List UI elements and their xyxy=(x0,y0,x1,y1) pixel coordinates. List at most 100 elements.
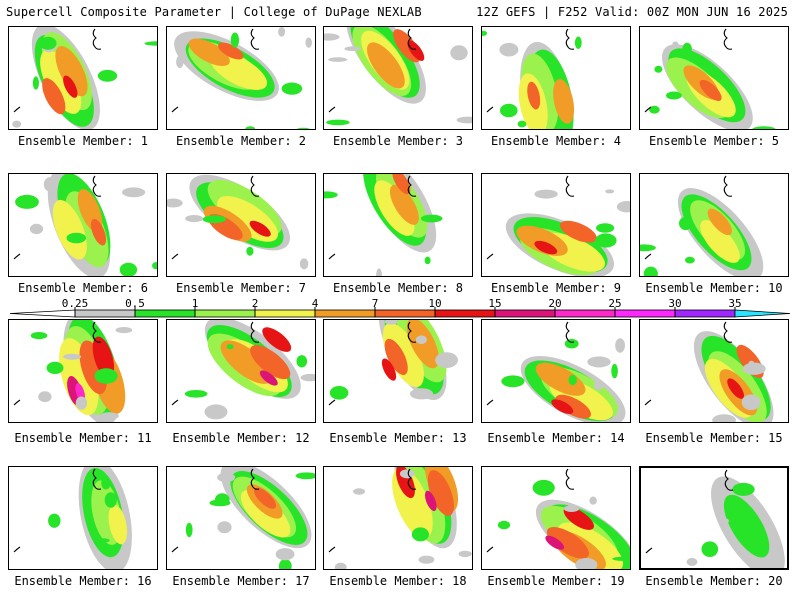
scp-contour-fill xyxy=(424,256,431,265)
ensemble-member-label: Ensemble Member: 18 xyxy=(329,574,467,588)
scp-contour-fill xyxy=(250,345,291,380)
ensemble-member-label: Ensemble Member: 9 xyxy=(490,281,622,295)
scp-contour-fill xyxy=(296,355,308,368)
scp-contour-fill xyxy=(299,258,309,270)
ensemble-member-label: Ensemble Member: 11 xyxy=(14,431,152,445)
ensemble-member-label: Ensemble Member: 7 xyxy=(175,281,307,295)
scp-field xyxy=(171,27,312,129)
scp-contour-fill xyxy=(94,368,118,384)
scp-contour-fill xyxy=(245,126,256,129)
scp-field xyxy=(640,175,764,276)
colorbar-tick-label: 0.5 xyxy=(125,297,145,310)
scp-contour-fill xyxy=(295,472,315,480)
scp-contour-fill xyxy=(589,496,597,505)
coastline xyxy=(171,468,260,553)
coastline xyxy=(486,321,575,406)
scp-contour-fill xyxy=(188,38,230,66)
coastline xyxy=(644,321,733,406)
coastline xyxy=(13,321,102,406)
scp-contour-fill xyxy=(305,37,312,48)
scp-contour-fill xyxy=(685,256,695,264)
ensemble-member-label: Ensemble Member: 12 xyxy=(172,431,310,445)
scp-contour-fill xyxy=(101,476,111,490)
scp-contour-fill xyxy=(184,390,208,398)
scp-field xyxy=(644,28,776,129)
scp-contour-fill xyxy=(596,223,615,233)
colorbar-bin xyxy=(314,309,376,318)
scp-contour-fill xyxy=(415,335,427,344)
map-title: Supercell Composite Parameter | College … xyxy=(6,5,422,19)
scp-field xyxy=(645,469,785,568)
scp-contour-fill xyxy=(384,320,398,325)
scp-field xyxy=(486,321,626,422)
coastline xyxy=(328,321,417,406)
coastline xyxy=(171,321,260,406)
coastline xyxy=(13,468,102,553)
colorbar-tick-label: 7 xyxy=(371,297,379,310)
scp-contour-fill xyxy=(389,184,419,225)
ensemble-member-label: Ensemble Member: 19 xyxy=(487,574,625,588)
scp-contour-fill xyxy=(300,373,315,382)
scp-contour-fill xyxy=(752,126,776,129)
scp-contour-fill xyxy=(104,492,117,508)
scp-field xyxy=(486,175,630,276)
scp-contour-fill xyxy=(324,33,340,41)
scp-contour-fill xyxy=(616,201,630,213)
scp-contour-fill xyxy=(15,194,39,209)
scp-contour-fill xyxy=(551,399,574,414)
scp-contour-fill xyxy=(167,198,183,208)
scp-field xyxy=(644,321,774,422)
scp-contour-fill xyxy=(376,268,382,276)
scp-contour-fill xyxy=(115,327,133,334)
colorbar-bin xyxy=(434,309,496,318)
scp-field xyxy=(13,320,133,422)
colorbar-tick-label: 25 xyxy=(608,297,622,310)
scp-contour-fill xyxy=(64,191,109,268)
scp-contour-fill xyxy=(532,479,555,496)
coastline xyxy=(328,468,417,553)
scp-contour-fill xyxy=(326,119,350,126)
scp-contour-fill xyxy=(594,379,603,391)
scp-contour-fill xyxy=(63,353,82,360)
scp-contour-fill xyxy=(399,469,415,479)
ensemble-member-label: Ensemble Member: 6 xyxy=(17,281,149,295)
scp-contour-fill xyxy=(407,40,425,61)
scp-field xyxy=(12,27,157,129)
scp-contour-fill xyxy=(545,535,565,550)
coastline xyxy=(644,28,733,113)
colorbar-bin xyxy=(494,309,556,318)
scp-contour-fill xyxy=(230,32,240,48)
colorbar-legend xyxy=(10,307,790,318)
ensemble-member-map xyxy=(639,26,789,130)
scp-field xyxy=(171,320,315,420)
scp-contour-fill xyxy=(499,42,519,57)
scp-contour-fill xyxy=(63,75,78,98)
scp-contour-fill xyxy=(563,505,580,512)
scp-contour-fill xyxy=(202,215,226,224)
scp-contour-fill xyxy=(144,41,157,46)
scp-contour-fill xyxy=(275,548,295,561)
scp-contour-fill xyxy=(458,550,472,558)
scp-contour-fill xyxy=(278,559,292,569)
scp-contour-fill xyxy=(392,174,411,195)
scp-contour-fill xyxy=(732,482,755,496)
colorbar-tick-label: 30 xyxy=(668,297,682,310)
scp-contour-fill xyxy=(48,513,61,528)
scp-contour-fill xyxy=(204,404,228,420)
colorbar-bin xyxy=(74,309,136,318)
scp-contour-fill xyxy=(563,507,594,530)
colorbar-bin xyxy=(254,309,316,318)
scp-contour-fill xyxy=(611,363,618,379)
ensemble-member-map xyxy=(8,173,158,277)
scp-contour-fill xyxy=(707,208,733,236)
colorbar-tick-label: 20 xyxy=(548,297,562,310)
scp-field xyxy=(482,28,582,129)
ensemble-member-label: Ensemble Member: 17 xyxy=(172,574,310,588)
scp-contour-fill xyxy=(682,42,692,55)
coastline xyxy=(328,28,417,113)
colorbar-bin xyxy=(374,309,436,318)
scp-contour-fill xyxy=(384,338,408,375)
scp-field xyxy=(328,320,458,406)
scp-contour-fill xyxy=(409,388,434,400)
ensemble-member-label: Ensemble Member: 3 xyxy=(332,134,464,148)
